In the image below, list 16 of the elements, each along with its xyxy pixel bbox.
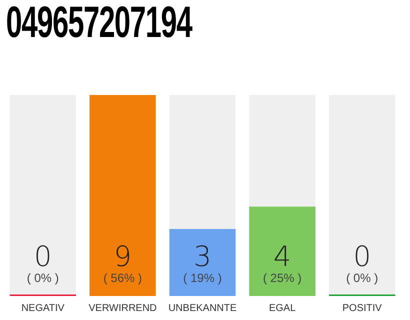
annotation: ( 56% ) (103, 271, 142, 285)
data-label: 4 (273, 240, 292, 273)
data-label: 0 (353, 240, 372, 273)
x-tick-label: UNBEKANNTE (168, 302, 237, 314)
data-label: 3 (194, 240, 212, 273)
x-tick-label: VERWIRREND (88, 302, 157, 314)
x-tick-label: EGAL (268, 302, 296, 314)
annotation: ( 0% ) (346, 271, 378, 285)
x-tick-label: NEGATIV (21, 302, 65, 314)
x-tick-label: POSITIV (342, 302, 382, 314)
annotation: ( 19% ) (183, 271, 222, 285)
annotation: ( 0% ) (26, 271, 59, 285)
chart-title: 049657207194 (6, 0, 192, 48)
annotation: ( 25% ) (262, 271, 302, 285)
data-label: 9 (114, 240, 132, 273)
data-label: 0 (34, 240, 52, 273)
